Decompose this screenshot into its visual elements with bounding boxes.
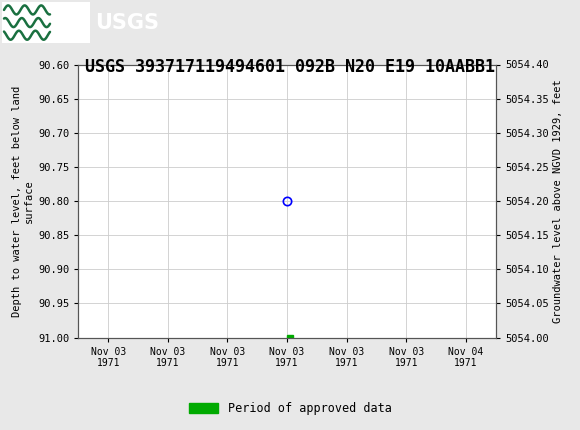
Bar	[2, 2, 90, 43]
Legend: Period of approved data: Period of approved data	[184, 397, 396, 420]
Text: USGS: USGS	[95, 12, 159, 33]
Text: USGS 393717119494601 092B N20 E19 10AABB1: USGS 393717119494601 092B N20 E19 10AABB…	[85, 58, 495, 76]
Y-axis label: Groundwater level above NGVD 1929, feet: Groundwater level above NGVD 1929, feet	[553, 79, 563, 323]
Y-axis label: Depth to water level, feet below land
surface: Depth to water level, feet below land su…	[12, 86, 34, 316]
